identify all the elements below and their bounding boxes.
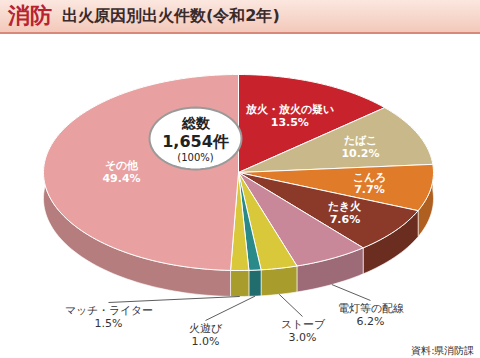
svg-text:資料:県消防課: 資料:県消防課 xyxy=(411,345,474,356)
svg-text:こんろ7.7%: こんろ7.7% xyxy=(353,171,386,197)
svg-text:その他49.4%: その他49.4% xyxy=(102,159,140,185)
html-text:消防: 消防 xyxy=(8,3,52,28)
svg-text:(100%): (100%) xyxy=(177,152,213,163)
svg-text:放火・放火の疑い13.5%: 放火・放火の疑い13.5% xyxy=(245,103,334,129)
svg-text:ストーブ3.0%: ストーブ3.0% xyxy=(281,318,326,344)
svg-text:たき火7.6%: たき火7.6% xyxy=(328,200,362,226)
svg-text:1,654件: 1,654件 xyxy=(162,132,229,151)
svg-text:電灯等の配線6.2%: 電灯等の配線6.2% xyxy=(338,302,404,328)
svg-text:たばこ10.2%: たばこ10.2% xyxy=(341,134,379,160)
svg-text:火遊び1.0%: 火遊び1.0% xyxy=(189,322,223,348)
svg-text:総数: 総数 xyxy=(181,115,211,131)
html-text:出火原因別出火件数(令和2年): 出火原因別出火件数(令和2年) xyxy=(62,5,280,25)
svg-text:マッチ・ライター1.5%: マッチ・ライター1.5% xyxy=(65,304,153,330)
